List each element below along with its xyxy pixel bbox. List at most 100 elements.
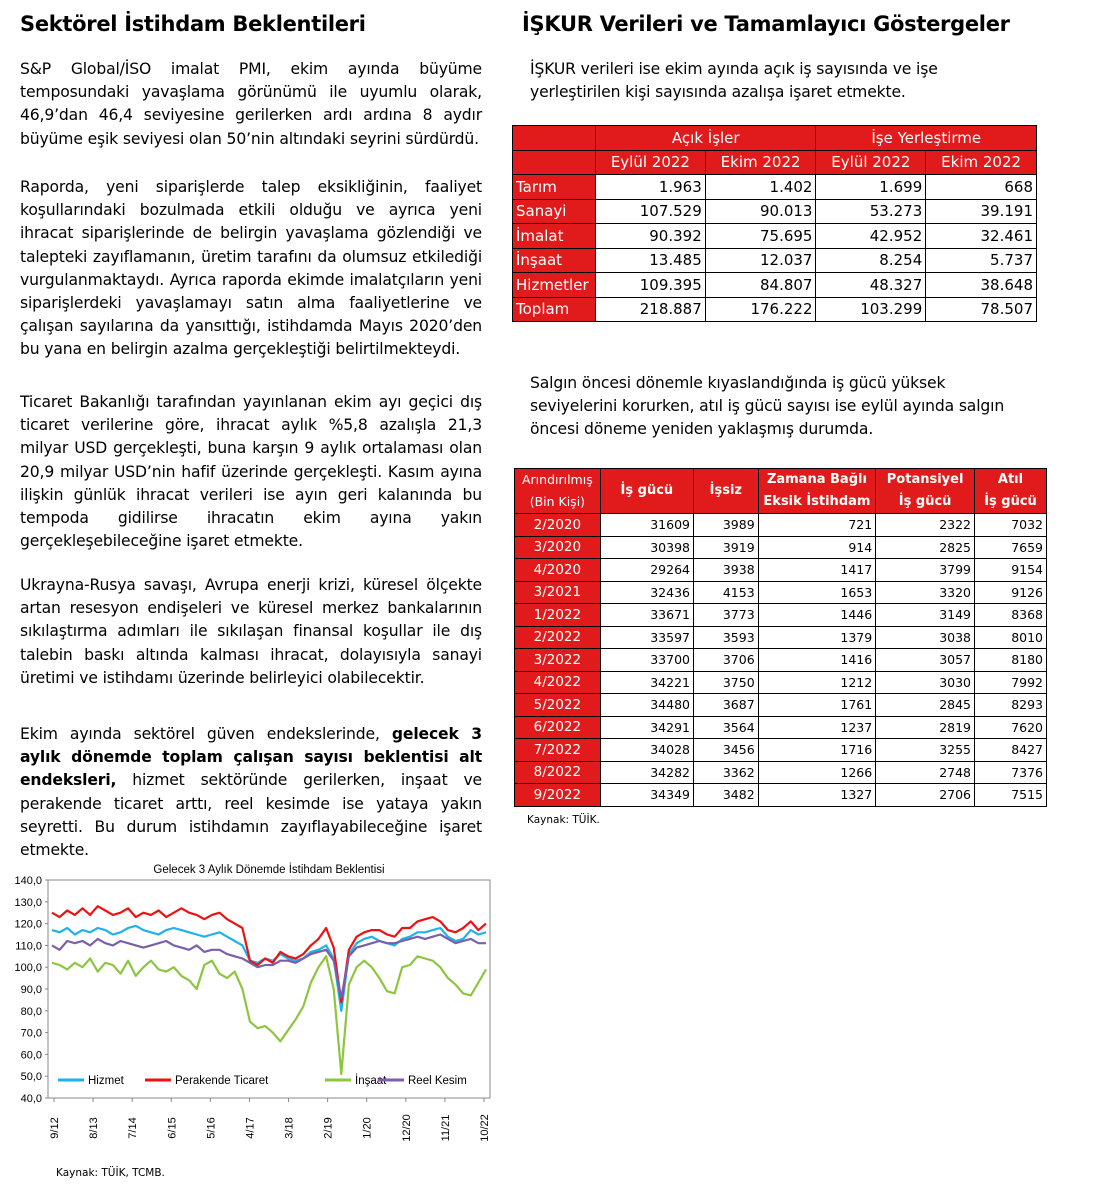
labor-cell: 3255 [875,738,976,762]
labor-cell: 1379 [757,625,877,649]
labor-cell: 721 [757,513,877,537]
paragraph-confidence: Ekim ayında sektörel güven endekslerinde… [20,723,482,862]
labor-row-label: 3/2020 [514,535,601,559]
legend-label: Perakende Ticaret [175,1075,269,1087]
labor-cell: 32436 [599,580,695,604]
labor-header-line: Arındırılmış [521,472,593,487]
legend-label: Hizmet [88,1075,125,1087]
labor-cell: 34291 [599,715,695,739]
iskur-table: Açık İşler İşe Yerleştirme Eylül 2022 Ek… [512,125,1037,322]
x-tick-label: 7/14 [127,1117,139,1138]
labor-row: 3/2021 32436 4153 1653 3320 9126 [514,580,1047,604]
iskur-row: Tarım 1.963 1.402 1.699 668 [512,174,1037,200]
labor-cell: 1416 [757,648,877,672]
labor-cell: 34480 [599,693,695,717]
labor-cell: 29264 [599,558,695,582]
labor-row: 4/2020 29264 3938 1417 3799 9154 [514,558,1047,582]
paragraph-report: Raporda, yeni siparişlerde talep eksikli… [20,178,482,359]
iskur-subheader: Ekim 2022 [704,149,817,175]
labor-cell: 7659 [974,535,1047,559]
labor-cell: 3320 [875,580,976,604]
labor-cell: 34282 [599,760,695,784]
labor-row-label: 4/2020 [514,558,601,582]
labor-header-line: Eksik İstihdam [763,494,871,509]
iskur-row-label: Tarım [512,174,596,200]
iskur-cell: 1.963 [595,174,706,200]
labor-cell: 3938 [693,558,759,582]
series-line [51,905,487,1004]
y-tick-label: 110,0 [15,940,42,952]
iskur-header-open-jobs: Açık İşler [594,125,817,151]
left-title: Sektörel İstihdam Beklentileri [20,12,366,36]
labor-row-label: 4/2022 [514,670,601,694]
labor-cell: 8427 [974,738,1047,762]
labor-header: Atıl İş gücü [974,468,1047,514]
labor-cell: 34221 [599,670,695,694]
y-tick-label: 100,0 [14,962,42,974]
labor-header-line: Atıl [997,472,1024,487]
labor-force-table: Arındırılmış (Bin Kişi) İş gücü İşsiz Zamana… [514,468,1047,807]
labor-header: İş gücü [599,468,695,514]
x-tick-label: 10/22 [479,1114,491,1142]
labor-row: 8/2022 34282 3362 1266 2748 7376 [514,760,1047,784]
iskur-row-label: İnşaat [512,247,596,273]
labor-cell: 3057 [875,648,976,672]
labor-header-line: Zamana Bağlı [766,472,867,487]
y-tick-label: 90,0 [21,984,42,996]
labor-cell: 3919 [693,535,759,559]
labor-cell: 8368 [974,603,1047,627]
iskur-cell: 78.507 [925,296,1037,322]
confidence-text-c: hizmet sektöründe gerilerken, inşaat ve … [20,771,482,860]
iskur-cell: 42.952 [815,223,927,249]
labor-cell: 30398 [599,535,695,559]
iskur-cell: 103.299 [815,296,927,322]
y-tick-label: 80,0 [21,1006,42,1018]
labor-cell: 2706 [875,783,976,807]
labor-header: İşsiz [693,468,759,514]
x-tick-label: 8/13 [88,1117,100,1138]
y-tick-label: 140,0 [14,875,42,887]
x-tick-label: 1/20 [362,1117,374,1138]
x-tick-label: 3/18 [284,1117,296,1138]
labor-row: 1/2022 33671 3773 1446 3149 8368 [514,603,1047,627]
labor-cell: 3687 [693,693,759,717]
iskur-cell: 84.807 [704,272,817,298]
labor-row-label: 3/2022 [514,648,601,672]
labor-cell: 1446 [757,603,877,627]
x-tick-label: 12/20 [401,1114,413,1142]
labor-cell: 3456 [693,738,759,762]
chart-title: Gelecek 3 Aylık Dönemde İstihdam Beklent… [153,863,384,876]
iskur-cell: 32.461 [925,223,1037,249]
labor-cell: 7032 [974,513,1047,537]
labor-cell: 2845 [875,693,976,717]
iskur-cell: 176.222 [704,296,817,322]
iskur-cell: 8.254 [815,247,927,273]
iskur-cell: 107.529 [595,198,706,224]
iskur-subheader: Eylül 2022 [595,149,706,175]
labor-cell: 9126 [974,580,1047,604]
labor-cell: 3149 [875,603,976,627]
y-tick-label: 50,0 [21,1071,42,1083]
labor-header-line: İş gücü [984,494,1037,509]
y-tick-label: 60,0 [21,1049,42,1061]
labor-row-label: 2/2020 [514,513,601,537]
labor-row-label: 8/2022 [514,760,601,784]
labor-cell: 1266 [757,760,877,784]
labor-cell: 3564 [693,715,759,739]
iskur-header-corner [512,125,596,151]
labor-cell: 1417 [757,558,877,582]
right-title: İŞKUR Verileri ve Tamamlayıcı Göstergele… [522,12,1010,36]
iskur-subheader: Ekim 2022 [925,149,1037,175]
labor-cell: 3593 [693,625,759,649]
iskur-subheader-corner [512,149,596,175]
labor-cell: 34028 [599,738,695,762]
plot-frame [47,879,491,1099]
labor-header: Zamana Bağlı Eksik İstihdam [757,468,877,514]
paragraph-iskur: İŞKUR verileri ise ekim ayında açık iş s… [530,60,938,102]
labor-cell: 33671 [599,603,695,627]
y-tick-label: 120,0 [14,919,42,931]
y-tick-label: 130,0 [14,897,42,909]
iskur-cell: 90.013 [704,198,817,224]
iskur-cell: 39.191 [925,198,1037,224]
labor-row: 2/2022 33597 3593 1379 3038 8010 [514,625,1047,649]
